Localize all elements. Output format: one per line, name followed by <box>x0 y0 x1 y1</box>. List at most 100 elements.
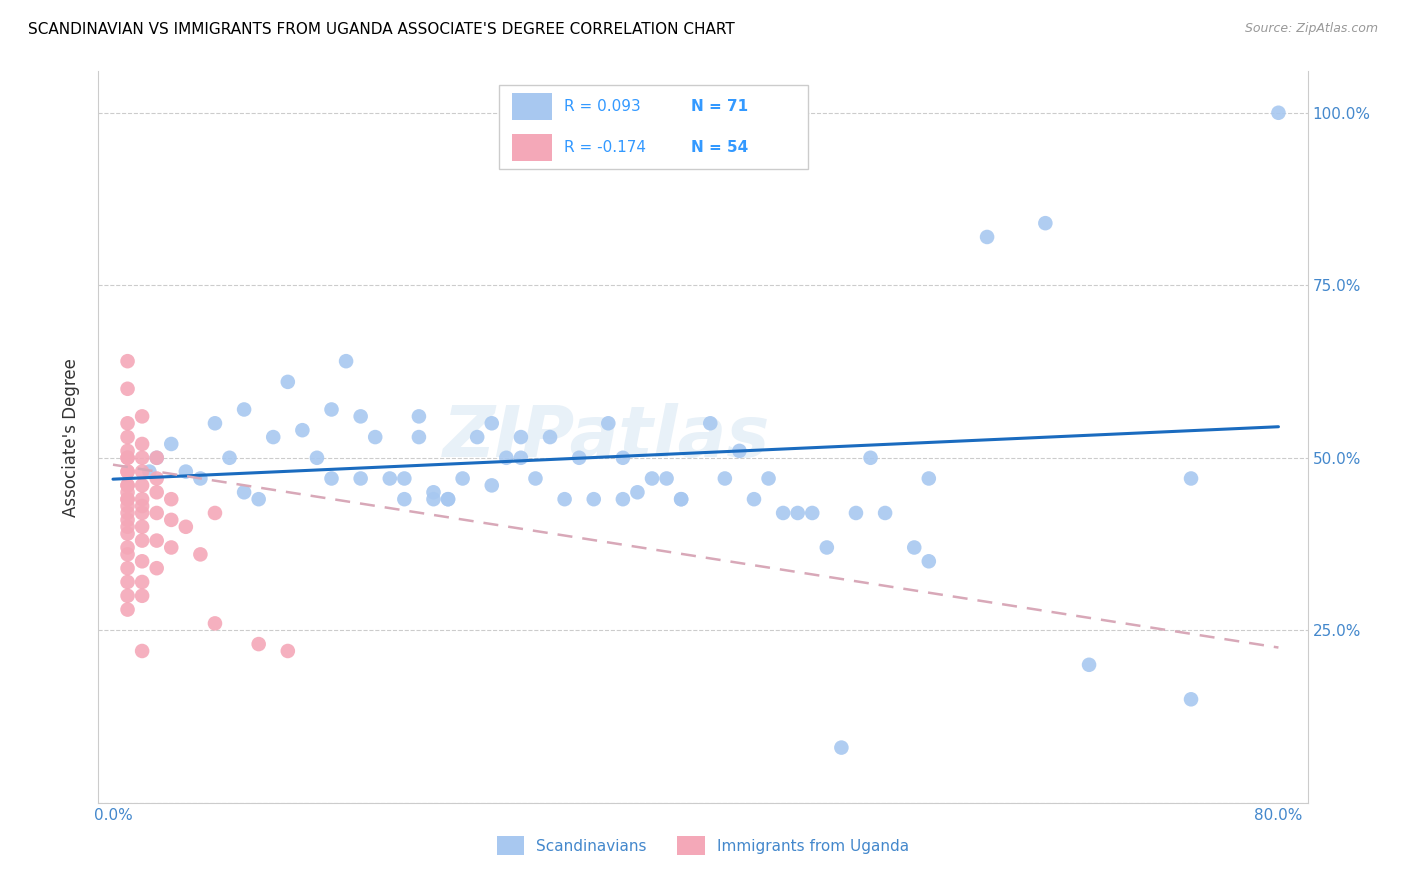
Point <box>145 471 167 485</box>
Point <box>1078 657 1101 672</box>
Point <box>598 417 620 431</box>
Y-axis label: Associate's Degree: Associate's Degree <box>62 358 80 516</box>
Point <box>190 548 212 562</box>
Point <box>481 478 503 492</box>
Text: R = -0.174: R = -0.174 <box>564 140 647 155</box>
Point <box>131 506 153 520</box>
Legend: Scandinavians, Immigrants from Uganda: Scandinavians, Immigrants from Uganda <box>491 830 915 861</box>
Point <box>131 492 153 507</box>
Point <box>859 450 882 465</box>
Point <box>131 437 153 451</box>
Point <box>1267 105 1289 120</box>
Point <box>145 450 167 465</box>
Point <box>422 492 444 507</box>
Point <box>509 430 531 444</box>
Point <box>1033 216 1056 230</box>
Point <box>117 382 139 396</box>
Point <box>145 450 167 465</box>
Text: SCANDINAVIAN VS IMMIGRANTS FROM UGANDA ASSOCIATE'S DEGREE CORRELATION CHART: SCANDINAVIAN VS IMMIGRANTS FROM UGANDA A… <box>28 22 735 37</box>
Point <box>451 471 474 485</box>
Point <box>145 561 167 575</box>
Point <box>131 644 153 658</box>
Point <box>117 589 139 603</box>
Point <box>204 506 226 520</box>
Point <box>1180 692 1202 706</box>
Text: N = 54: N = 54 <box>690 140 748 155</box>
Point <box>305 450 328 465</box>
Point <box>138 465 160 479</box>
Point <box>728 443 751 458</box>
Point <box>117 465 139 479</box>
Text: R = 0.093: R = 0.093 <box>564 99 641 114</box>
Point <box>117 561 139 575</box>
Point <box>786 506 808 520</box>
Point <box>378 471 401 485</box>
Point <box>131 589 153 603</box>
Point <box>117 417 139 431</box>
Point <box>262 430 284 444</box>
Point <box>117 450 139 465</box>
Point <box>772 506 794 520</box>
Point <box>495 450 517 465</box>
Point <box>582 492 605 507</box>
Point <box>277 375 299 389</box>
Point <box>160 492 183 507</box>
Point <box>117 574 139 589</box>
Point <box>117 499 139 513</box>
Text: N = 71: N = 71 <box>690 99 748 114</box>
Point <box>117 602 139 616</box>
Point <box>394 492 416 507</box>
Point <box>174 520 197 534</box>
Point <box>131 520 153 534</box>
Point <box>626 485 648 500</box>
Point <box>612 450 634 465</box>
FancyBboxPatch shape <box>499 85 808 169</box>
Point <box>918 471 941 485</box>
Point <box>174 465 197 479</box>
Point <box>117 478 139 492</box>
Point <box>131 574 153 589</box>
Point <box>277 644 299 658</box>
Point <box>875 506 897 520</box>
Point <box>524 471 547 485</box>
Point <box>669 492 692 507</box>
Point <box>408 430 430 444</box>
Point <box>612 492 634 507</box>
Text: ZIPatlas: ZIPatlas <box>443 402 770 472</box>
Point <box>204 616 226 631</box>
Point <box>145 485 167 500</box>
Point <box>538 430 561 444</box>
Point <box>335 354 357 368</box>
Point <box>714 471 737 485</box>
Point <box>976 230 998 244</box>
Point <box>145 533 167 548</box>
Point <box>131 554 153 568</box>
Point <box>117 492 139 507</box>
Point <box>554 492 576 507</box>
Point <box>845 506 868 520</box>
Point <box>117 513 139 527</box>
Point <box>437 492 460 507</box>
Point <box>437 492 460 507</box>
Point <box>481 417 503 431</box>
Point <box>408 409 430 424</box>
Point <box>117 541 139 555</box>
Text: Source: ZipAtlas.com: Source: ZipAtlas.com <box>1244 22 1378 36</box>
Point <box>204 417 226 431</box>
Point <box>669 492 692 507</box>
Point <box>117 506 139 520</box>
Point <box>145 506 167 520</box>
Point <box>321 402 343 417</box>
Point <box>742 492 765 507</box>
Point <box>247 637 270 651</box>
Point <box>699 417 721 431</box>
Point <box>117 354 139 368</box>
Point <box>422 485 444 500</box>
Point <box>218 450 240 465</box>
Point <box>918 554 941 568</box>
Point <box>117 465 139 479</box>
Point <box>655 471 678 485</box>
Point <box>903 541 925 555</box>
Point <box>117 520 139 534</box>
Point <box>131 409 153 424</box>
